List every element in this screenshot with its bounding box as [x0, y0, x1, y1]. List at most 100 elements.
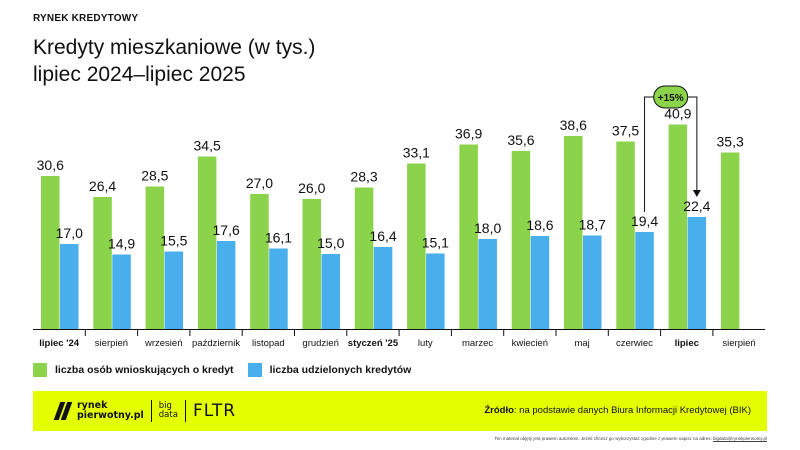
label-applications-2: 28,5 [141, 168, 168, 184]
bar-credits-5 [321, 254, 340, 329]
source-label: Źródło [484, 405, 514, 416]
copyright-text: Ten materiał objęty jest prawem autorski… [494, 436, 713, 441]
bar-applications-13 [720, 152, 740, 329]
bar-applications-10 [564, 136, 583, 329]
bar-applications-11 [616, 141, 635, 329]
bar-credits-1 [112, 254, 131, 329]
bar-applications-6 [354, 187, 374, 329]
bar-applications-12 [668, 124, 688, 329]
bigdata-logo: big data [159, 402, 178, 420]
x-tick-label-11: czerwiec [616, 338, 653, 349]
label-applications-6: 28,3 [350, 169, 377, 185]
label-credits-2: 15,5 [160, 233, 187, 249]
label-applications-0: 30,6 [37, 157, 64, 173]
x-tick-label-6: styczeń '25 [348, 338, 399, 349]
footer-logos: rynek pierwotny.pl big data FLTR [55, 400, 236, 422]
bar-applications-1 [93, 197, 112, 329]
x-tick-label-0: lipiec '24 [39, 338, 79, 349]
source-text: : na podstawie danych Biura Informacji K… [513, 405, 751, 416]
label-applications-13: 35,3 [717, 134, 744, 150]
bar-credits-7 [426, 253, 445, 329]
x-tick-label-2: wrzesień [144, 338, 183, 349]
label-credits-8: 18,0 [474, 220, 501, 236]
chart-title-line2: lipiec 2024–lipiec 2025 [33, 63, 246, 86]
legend-label-applications: liczba osób wnioskujących o kredyt [55, 364, 234, 376]
label-credits-5: 15,0 [317, 235, 344, 251]
bar-credits-0 [60, 244, 79, 329]
chart-legend: liczba osób wnioskujących o kredyt liczb… [33, 363, 425, 377]
bar-applications-7 [407, 163, 426, 329]
x-tick-label-12: lipiec [675, 338, 699, 349]
chart-title-line1: Kredyty mieszkaniowe (w tys.) [33, 36, 316, 59]
label-credits-11: 19,4 [631, 213, 658, 229]
bar-credits-10 [583, 235, 602, 329]
label-credits-0: 17,0 [56, 225, 83, 241]
logo-divider [150, 400, 152, 422]
legend-label-credits: liczba udzielonych kredytów [269, 364, 412, 376]
x-tick-label-9: kwiecień [512, 338, 548, 349]
label-applications-9: 35,6 [507, 132, 534, 148]
label-applications-4: 27,0 [246, 175, 273, 191]
bar-applications-0 [41, 176, 60, 329]
legend-item-credits: liczba udzielonych kredytów [247, 363, 412, 377]
label-credits-1: 14,9 [108, 236, 135, 252]
x-tick-label-8: marzec [462, 338, 493, 349]
label-credits-12: 22,4 [683, 198, 710, 214]
x-tick-label-7: luty [418, 338, 433, 349]
bar-chart: 30,6 17,0 lipiec '24 26,4 14,9 sierpień 28,5 15… [33, 85, 766, 349]
label-applications-1: 26,4 [89, 178, 116, 194]
bar-credits-6 [373, 247, 393, 329]
label-applications-8: 36,9 [455, 126, 482, 142]
annotation-arrowhead [692, 190, 701, 197]
annotation-badge [653, 85, 689, 109]
bar-credits-11 [635, 232, 654, 329]
bar-applications-5 [302, 199, 321, 329]
x-tick-label-5: grudzień [302, 338, 338, 349]
label-applications-12: 40,9 [664, 106, 691, 122]
label-applications-5: 26,0 [298, 180, 325, 196]
logo-divider-2 [184, 400, 186, 422]
legend-swatch-credits [247, 363, 262, 377]
label-applications-7: 33,1 [403, 145, 430, 161]
bar-credits-3 [216, 241, 236, 329]
label-credits-10: 18,7 [579, 217, 606, 233]
rynekpierwotny-logo-text: rynek pierwotny.pl [77, 401, 144, 421]
source-note: Źródło: na podstawie danych Biura Inform… [484, 405, 751, 416]
label-applications-3: 34,5 [194, 138, 221, 154]
x-tick-label-3: październik [192, 338, 240, 349]
annotation-badge-text: +15% [658, 93, 684, 104]
footer-banner: rynek pierwotny.pl big data FLTR Źródło:… [33, 391, 767, 431]
logo-line1: rynek [77, 400, 108, 411]
copyright-note: Ten materiał objęty jest prawem autorski… [494, 436, 767, 441]
label-credits-6: 16,4 [369, 228, 396, 244]
label-credits-7: 15,1 [422, 235, 449, 251]
bar-credits-9 [530, 236, 550, 329]
legend-swatch-applications [33, 363, 47, 377]
bigdata-line1: big [158, 401, 172, 411]
x-tick-label-4: listopad [252, 338, 285, 349]
x-tick-label-1: sierpień [95, 338, 128, 349]
bar-applications-3 [197, 156, 217, 329]
label-credits-4: 16,1 [265, 230, 292, 246]
x-tick-label-13: sierpień [722, 338, 755, 349]
label-credits-3: 17,6 [213, 222, 240, 238]
logo-line2: pierwotny.pl [77, 410, 144, 421]
rynekpierwotny-logo-icon [55, 400, 71, 422]
bar-applications-8 [459, 144, 478, 329]
chart-title: Kredyty mieszkaniowe (w tys.) lipiec 202… [33, 34, 315, 88]
legend-item-applications: liczba osób wnioskujących o kredyt [33, 363, 234, 377]
label-credits-9: 18,6 [526, 217, 553, 233]
bar-applications-4 [250, 194, 269, 329]
bar-credits-4 [269, 248, 288, 329]
bar-credits-12 [687, 217, 707, 329]
fltr-logo: FLTR [192, 401, 237, 421]
x-tick-label-10: maj [574, 338, 589, 349]
label-applications-10: 38,6 [560, 117, 587, 133]
bar-applications-9 [511, 151, 531, 329]
copyright-email-link[interactable]: bigdata@rynekpierwotny.pl [712, 436, 767, 441]
bar-applications-2 [145, 186, 165, 329]
bar-credits-8 [478, 239, 497, 329]
bar-credits-2 [164, 251, 184, 329]
section-kicker: RYNEK KREDYTOWY [33, 13, 139, 24]
bigdata-line2: data [158, 410, 178, 420]
